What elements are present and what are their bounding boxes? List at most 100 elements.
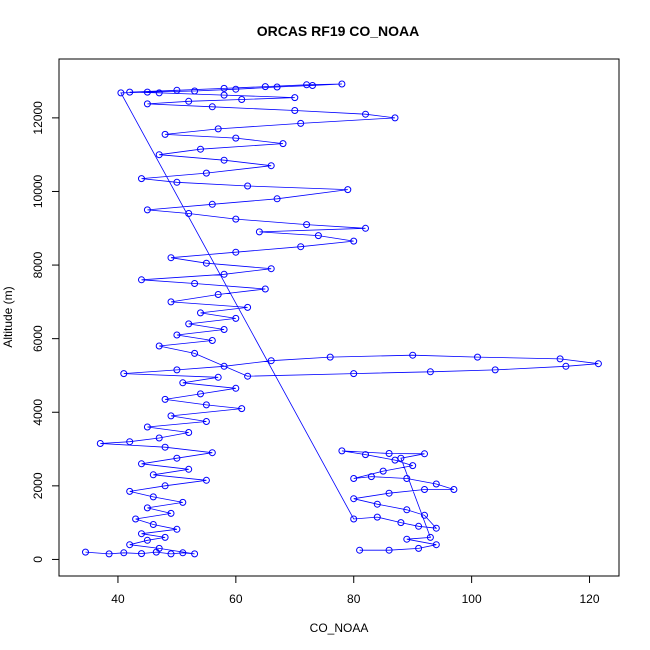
chart-title: ORCAS RF19 CO_NOAA [257,23,420,39]
data-point [143,100,151,108]
data-point [426,368,434,376]
data-point [232,384,240,392]
x-tick-label: 120 [580,592,600,606]
data-point [350,475,358,482]
data-point [273,195,281,203]
data-point [415,544,423,552]
data-point [143,423,151,431]
x-tick-label: 40 [111,592,125,606]
data-point [105,550,113,558]
data-point [117,89,125,97]
data-point [261,285,269,293]
data-point [426,533,434,541]
data-point [202,401,210,409]
data-point [138,550,145,558]
data-point [244,303,252,311]
data-point [491,366,499,374]
data-point [403,506,411,514]
y-tick-label: 2000 [31,472,45,499]
data-point [197,309,204,317]
data-point [149,493,157,501]
data-point [273,83,281,91]
data-point [432,541,440,549]
data-point [143,88,151,96]
data-point [362,110,369,118]
x-axis-label: CO_NOAA [310,621,369,635]
series-line [85,83,599,555]
data-point [155,89,163,97]
data-point [314,232,322,240]
data-point [173,525,181,533]
data-point [120,549,128,557]
data-point [309,82,316,89]
data-point [415,522,423,530]
data-point [385,450,393,457]
data-point [297,243,305,251]
data-point [138,175,145,183]
data-point [185,429,193,436]
data-point [126,541,134,549]
y-tick-label: 10000 [31,174,45,208]
data-point [191,87,199,95]
data-point [244,372,252,380]
data-point [261,83,269,91]
x-tick-label: 60 [229,592,243,606]
data-point [126,88,134,96]
data-point [138,460,145,468]
data-point [191,280,199,287]
y-axis: 0 2000 4000 6000 8000 10000 12000 [31,101,60,563]
data-point [161,395,169,403]
data-point [244,182,252,190]
data-point [161,533,169,541]
data-point [362,224,369,232]
data-point [232,248,240,256]
data-point [202,418,210,425]
data-point [179,549,187,557]
data-point [208,337,216,344]
data-point [173,178,181,186]
data-point [432,524,440,532]
y-tick-label: 0 [31,556,45,563]
data-point [255,228,263,236]
data-point [138,530,145,538]
data-point [120,370,128,378]
data-point [556,355,564,363]
data-point [179,379,187,387]
data-point [173,331,181,339]
data-point [220,91,228,99]
data-point [138,276,145,284]
data-point [132,515,140,523]
data-point [409,351,417,359]
data-point [208,103,216,111]
x-tick-label: 100 [462,592,482,606]
data-point [202,476,210,484]
data-point [291,107,299,114]
data-point [167,412,175,420]
data-point [185,320,193,328]
data-point [267,357,275,365]
data-point [155,342,163,350]
data-point [143,206,151,214]
x-axis: 40 60 80 100 120 [111,575,600,606]
data-point [220,326,228,333]
data-point [220,362,228,370]
data-point [173,454,181,462]
data-point [326,353,334,361]
data-point [432,480,440,488]
data-point [126,438,134,446]
data-point [391,114,399,122]
data-point [143,504,151,512]
plot-frame [58,58,620,577]
data-point [303,221,311,229]
data-point [291,94,299,102]
data-point [409,462,417,470]
data-point [267,162,275,170]
data-point [356,546,364,554]
data-point [232,134,240,142]
data-point [232,314,240,322]
data-point [297,119,305,127]
data-point [367,473,375,481]
data-point [279,140,287,148]
data-point [373,513,381,521]
